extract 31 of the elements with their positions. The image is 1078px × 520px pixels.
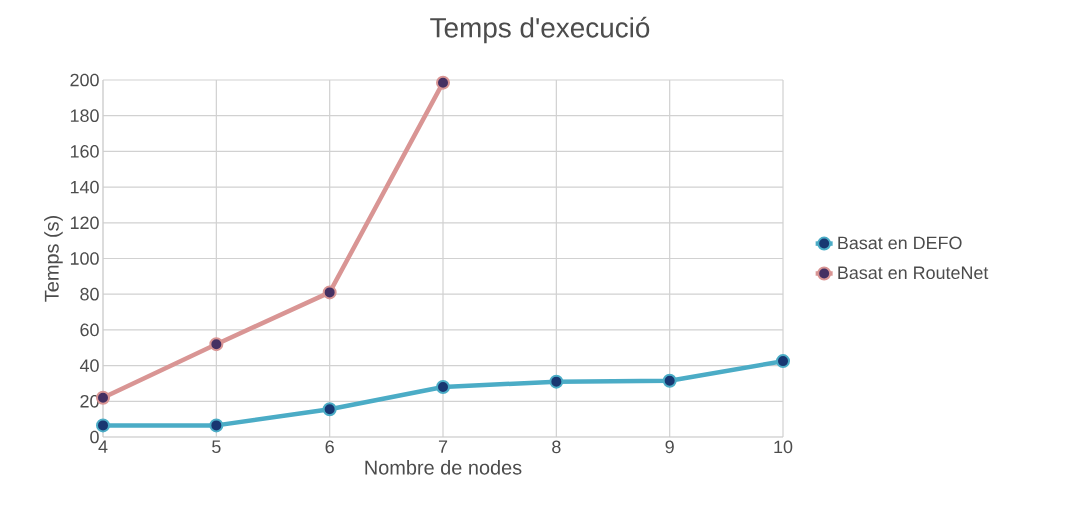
y-tick-label: 180	[70, 109, 99, 123]
point	[662, 373, 677, 388]
y-tick-label: 120	[70, 216, 99, 230]
x-tick-label: 5	[212, 440, 221, 454]
point	[322, 402, 337, 417]
x-tick-label: 6	[325, 440, 334, 454]
point	[776, 354, 791, 369]
point	[209, 418, 224, 433]
y-axis-title: Temps (s)	[44, 216, 63, 302]
y-tick-label: 40	[79, 359, 99, 372]
y-tick-label: 140	[70, 180, 99, 194]
y-tick-label: 60	[80, 323, 99, 337]
y-tick-label: 80	[80, 287, 99, 301]
point	[322, 285, 337, 300]
point	[209, 337, 224, 352]
point	[436, 380, 451, 394]
x-axis-title: Nombre de nodes	[365, 460, 522, 475]
legend-label: Basat en RouteNet	[838, 266, 989, 280]
y-tick-label: 160	[70, 145, 99, 158]
y-tick-label: 200	[70, 73, 99, 87]
legend-label: Basat en DEFO	[838, 236, 962, 250]
x-tick-label: 7	[438, 440, 448, 453]
point	[549, 374, 564, 389]
point	[436, 75, 451, 90]
x-tick-label: 8	[552, 440, 561, 454]
y-tick-label: 100	[70, 252, 99, 265]
chart-title: Temps d'execució	[430, 16, 650, 44]
x-tick-label: 9	[665, 440, 674, 454]
x-tick-label: 10	[774, 440, 793, 454]
y-tick-label: 0	[90, 430, 99, 444]
x-tick-label: 4	[98, 440, 108, 453]
